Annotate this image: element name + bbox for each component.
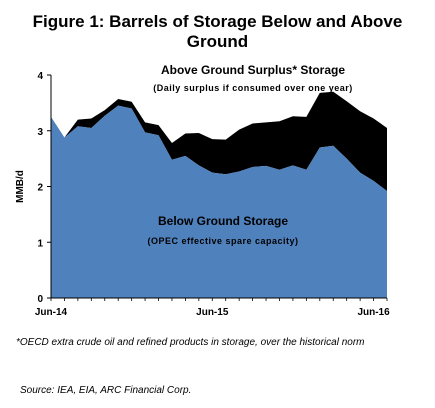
source-note: Source: IEA, EIA, ARC Financial Corp. (20, 385, 192, 396)
above-ground-area (51, 91, 387, 191)
below-ground-label: Below Ground Storage (158, 214, 288, 228)
x-tick-label: Jun-15 (196, 307, 229, 318)
below-ground-area (51, 105, 387, 298)
y-tick-label: 2 (37, 183, 43, 194)
y-tick-label: 3 (37, 127, 43, 138)
y-axis-label: MMB/d (15, 170, 26, 203)
chart-title: Figure 1: Barrels of Storage Below and A… (32, 12, 403, 51)
above-ground-label: Above Ground Surplus* Storage (161, 63, 345, 77)
above-ground-sublabel: (Daily surplus if consumed over one year… (153, 83, 353, 93)
y-tick-label: 4 (37, 71, 43, 82)
below-ground-sublabel: (OPEC effective spare capacity) (147, 236, 298, 246)
footnote: *OECD extra crude oil and refined produc… (16, 337, 365, 348)
y-tick-label: 0 (37, 294, 43, 305)
x-tick-label: Jun-14 (35, 307, 68, 318)
y-tick-label: 1 (37, 238, 43, 249)
x-tick-label: Jun-16 (357, 307, 390, 318)
